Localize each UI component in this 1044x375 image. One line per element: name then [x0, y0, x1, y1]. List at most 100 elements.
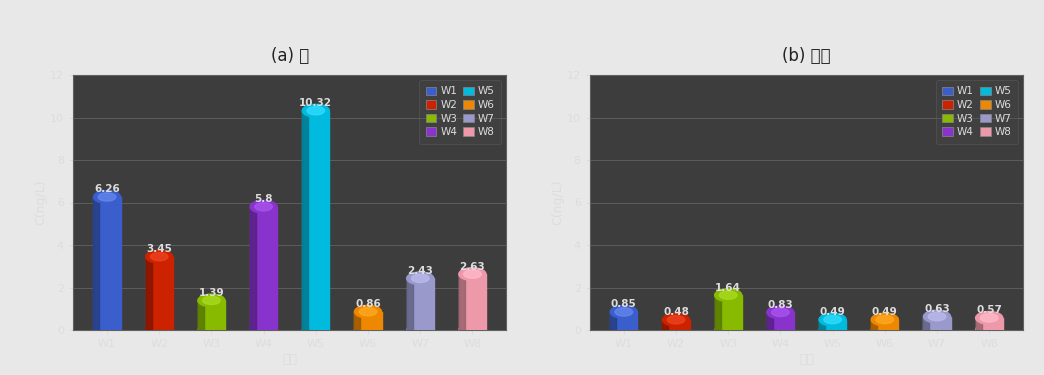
Ellipse shape — [354, 324, 382, 336]
Text: 6.26: 6.26 — [94, 184, 120, 194]
Ellipse shape — [714, 324, 741, 336]
Ellipse shape — [145, 251, 173, 263]
Bar — [406, 278, 412, 330]
Ellipse shape — [251, 324, 278, 336]
Bar — [145, 256, 151, 330]
Title: (b) 가을: (b) 가을 — [782, 47, 831, 65]
Ellipse shape — [667, 316, 685, 324]
Ellipse shape — [406, 324, 434, 336]
Bar — [871, 320, 877, 330]
X-axis label: 지점: 지점 — [282, 353, 298, 366]
Ellipse shape — [714, 289, 741, 302]
Text: 2.43: 2.43 — [407, 266, 433, 276]
Bar — [354, 312, 382, 330]
Y-axis label: C(ng/L): C(ng/L) — [34, 180, 47, 225]
Ellipse shape — [719, 291, 737, 299]
Y-axis label: C(ng/L): C(ng/L) — [551, 180, 564, 225]
Bar — [975, 318, 981, 330]
Legend: W1, W2, W3, W4, W5, W6, W7, W8: W1, W2, W3, W4, W5, W6, W7, W8 — [420, 80, 501, 144]
Text: 3.45: 3.45 — [146, 244, 172, 254]
Ellipse shape — [307, 106, 325, 115]
Bar — [975, 318, 1002, 330]
Ellipse shape — [772, 308, 789, 316]
Ellipse shape — [197, 324, 226, 336]
Bar — [766, 312, 773, 330]
Text: 0.83: 0.83 — [767, 300, 793, 310]
Ellipse shape — [359, 308, 377, 316]
Bar — [406, 278, 433, 330]
Legend: W1, W2, W3, W4, W5, W6, W7, W8: W1, W2, W3, W4, W5, W6, W7, W8 — [936, 80, 1018, 144]
Ellipse shape — [458, 268, 485, 280]
Text: 0.48: 0.48 — [663, 307, 689, 317]
Bar — [714, 295, 741, 330]
Title: (a) 봄: (a) 봄 — [270, 47, 309, 65]
Ellipse shape — [980, 314, 998, 322]
Ellipse shape — [145, 324, 173, 336]
Bar — [354, 312, 360, 330]
Text: 0.63: 0.63 — [924, 304, 950, 314]
Ellipse shape — [662, 314, 689, 326]
Text: 2.63: 2.63 — [459, 262, 485, 272]
Bar — [923, 316, 929, 330]
Bar — [94, 197, 99, 330]
Bar — [303, 111, 308, 330]
Bar — [197, 300, 204, 330]
Text: 0.49: 0.49 — [872, 307, 898, 317]
Ellipse shape — [94, 324, 121, 336]
Ellipse shape — [464, 270, 481, 278]
Ellipse shape — [928, 312, 946, 321]
Bar — [818, 320, 846, 330]
Text: 1.39: 1.39 — [198, 288, 224, 298]
Bar — [251, 207, 278, 330]
Ellipse shape — [610, 324, 637, 336]
Ellipse shape — [610, 306, 637, 318]
Bar — [662, 320, 668, 330]
Ellipse shape — [150, 252, 168, 261]
Text: 0.86: 0.86 — [355, 299, 381, 309]
Bar — [818, 320, 825, 330]
Text: 10.32: 10.32 — [300, 98, 332, 108]
Ellipse shape — [975, 324, 1002, 336]
Text: 0.57: 0.57 — [976, 305, 1002, 315]
Ellipse shape — [411, 274, 429, 282]
Ellipse shape — [766, 306, 793, 319]
Text: 5.8: 5.8 — [255, 194, 272, 204]
Ellipse shape — [766, 324, 793, 336]
Bar — [871, 320, 898, 330]
Ellipse shape — [203, 296, 220, 304]
Ellipse shape — [871, 324, 898, 336]
Bar — [145, 256, 173, 330]
Ellipse shape — [251, 200, 278, 213]
Bar — [303, 111, 329, 330]
Bar — [923, 316, 950, 330]
Ellipse shape — [303, 324, 330, 336]
Ellipse shape — [923, 310, 950, 323]
Ellipse shape — [818, 324, 846, 336]
Ellipse shape — [458, 324, 485, 336]
Ellipse shape — [975, 312, 1002, 324]
Bar — [766, 312, 793, 330]
Text: 0.49: 0.49 — [820, 307, 846, 317]
Bar — [610, 312, 616, 330]
X-axis label: 지점: 지점 — [799, 353, 814, 366]
Ellipse shape — [354, 305, 382, 318]
Ellipse shape — [662, 324, 689, 336]
Ellipse shape — [818, 313, 846, 326]
Text: 1.64: 1.64 — [715, 283, 741, 292]
Ellipse shape — [876, 315, 894, 324]
Ellipse shape — [615, 308, 633, 316]
Bar — [458, 274, 485, 330]
Ellipse shape — [197, 294, 226, 307]
Ellipse shape — [303, 104, 330, 117]
Bar — [610, 312, 637, 330]
Ellipse shape — [98, 193, 116, 201]
Ellipse shape — [406, 272, 434, 285]
Ellipse shape — [923, 324, 950, 336]
Bar — [94, 197, 120, 330]
Bar — [251, 207, 256, 330]
Bar — [458, 274, 465, 330]
Ellipse shape — [871, 313, 898, 326]
Text: 0.85: 0.85 — [611, 299, 637, 309]
Bar — [662, 320, 689, 330]
Ellipse shape — [824, 315, 841, 324]
